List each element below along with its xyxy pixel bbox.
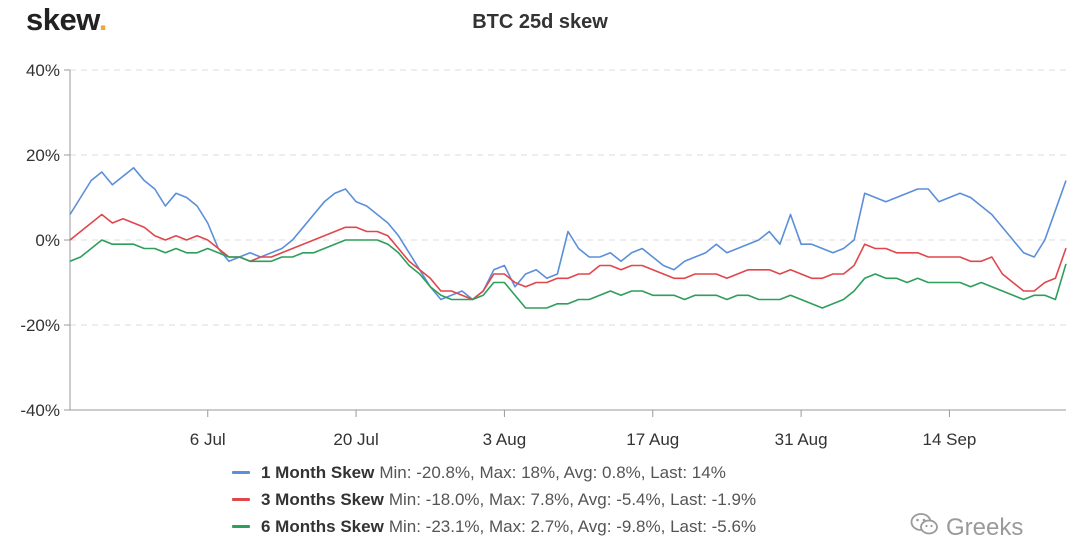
- series-lines: [69, 167, 1067, 309]
- x-tick-label: 17 Aug: [626, 430, 679, 449]
- x-tick-label: 31 Aug: [775, 430, 828, 449]
- chart-legend: 1 Month Skew Min: -20.8%, Max: 18%, Avg: …: [232, 459, 756, 540]
- legend-item[interactable]: 3 Months Skew Min: -18.0%, Max: 7.8%, Avg…: [232, 486, 756, 513]
- logo-text: skew: [26, 2, 99, 37]
- legend-swatch: [232, 471, 250, 474]
- x-tick-label: 20 Jul: [333, 430, 378, 449]
- x-tick-label: 3 Aug: [483, 430, 527, 449]
- legend-swatch: [232, 525, 250, 528]
- legend-series-stats: Min: -20.8%, Max: 18%, Avg: 0.8%, Last: …: [379, 462, 726, 482]
- wechat-icon: [910, 512, 940, 543]
- y-tick-label: -20%: [20, 316, 60, 335]
- y-tick-label: 0%: [35, 231, 60, 250]
- grid-lines: [70, 69, 1066, 326]
- watermark-text: Greeks: [946, 513, 1024, 541]
- legend-item[interactable]: 1 Month Skew Min: -20.8%, Max: 18%, Avg: …: [232, 459, 756, 486]
- y-tick-label: 20%: [26, 146, 60, 165]
- legend-series-name: 6 Months Skew: [261, 516, 384, 536]
- y-tick-label: -40%: [20, 401, 60, 420]
- chart-plot: 40% 20% 0% -20% -40% 6 Jul 20 Jul 3 Aug 17 Aug 31…: [20, 61, 1067, 449]
- legend-series-stats: Min: -23.1%, Max: 2.7%, Avg: -9.8%, Last…: [388, 516, 757, 536]
- chart-title: BTC 25d skew: [472, 11, 608, 33]
- axes: 40% 20% 0% -20% -40% 6 Jul 20 Jul 3 Aug 17 Aug 31…: [20, 61, 1066, 449]
- legend-series-name: 1 Month Skew: [261, 462, 375, 482]
- series-line-3: [69, 239, 1067, 309]
- legend-series-stats: Min: -18.0%, Max: 7.8%, Avg: -5.4%, Last…: [388, 489, 757, 509]
- series-line-2: [69, 213, 1067, 301]
- watermark: Greeks: [910, 512, 1023, 543]
- x-tick-label: 6 Jul: [190, 430, 226, 449]
- legend-swatch: [232, 498, 250, 501]
- series-line-1: [69, 167, 1067, 301]
- x-tick-label: 14 Sep: [923, 430, 977, 449]
- legend-item[interactable]: 6 Months Skew Min: -23.1%, Max: 2.7%, Avg…: [232, 513, 756, 540]
- skew-logo: skew.: [26, 2, 107, 38]
- y-tick-label: 40%: [26, 61, 60, 80]
- legend-series-name: 3 Months Skew: [261, 489, 384, 509]
- logo-dot: .: [98, 2, 108, 37]
